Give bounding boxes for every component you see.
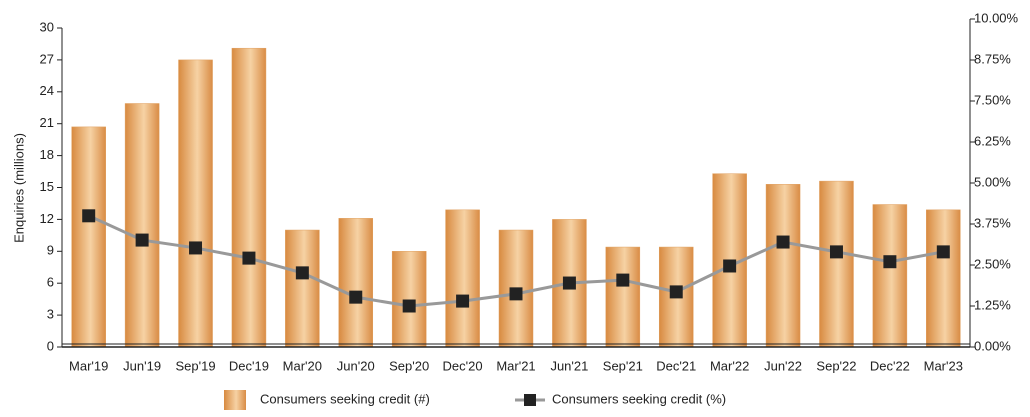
x-tick-label: Jun'20 (337, 358, 375, 373)
x-tick-label: Mar'22 (710, 358, 749, 373)
x-tick-label: Dec'20 (443, 358, 483, 373)
y2-tick-label: 5.00% (974, 174, 1011, 189)
bar (872, 204, 908, 348)
marker (829, 245, 843, 259)
y2-tick-label: 10.00% (974, 10, 1019, 25)
x-tick-label: Sep'19 (175, 358, 215, 373)
y-tick-label: 27 (40, 51, 54, 66)
x-tick-label: Dec'19 (229, 358, 269, 373)
x-tick-label: Mar'23 (924, 358, 963, 373)
x-tick-label: Sep'22 (816, 358, 856, 373)
y-tick-label: 6 (47, 275, 54, 290)
marker (723, 259, 737, 273)
bar (605, 246, 641, 348)
marker (82, 209, 96, 223)
marker (402, 299, 416, 313)
y2-tick-label: 3.75% (974, 215, 1011, 230)
y2-tick-label: 2.50% (974, 256, 1011, 271)
bar (124, 103, 160, 348)
y2-tick-label: 6.25% (974, 133, 1011, 148)
marker (189, 241, 203, 255)
marker (936, 245, 950, 259)
marker (616, 273, 630, 287)
x-tick-label: Jun'21 (550, 358, 588, 373)
y-tick-label: 0 (47, 338, 54, 353)
legend-label: Consumers seeking credit (#) (260, 391, 430, 406)
legend-marker (524, 394, 536, 406)
bar (391, 251, 427, 348)
marker (776, 235, 790, 249)
marker (509, 287, 523, 301)
y-tick-label: 3 (47, 307, 54, 322)
y-tick-label: 24 (40, 83, 54, 98)
y-tick-label: 18 (40, 147, 54, 162)
bar (71, 126, 106, 348)
x-tick-label: Jun'22 (764, 358, 802, 373)
marker (883, 255, 897, 269)
y2-tick-label: 8.75% (974, 51, 1011, 66)
marker (135, 233, 149, 247)
legend-label: Consumers seeking credit (%) (552, 391, 726, 406)
y-tick-label: 30 (40, 19, 54, 34)
y2-tick-label: 7.50% (974, 92, 1011, 107)
x-tick-label: Dec'22 (870, 358, 910, 373)
bar (231, 47, 267, 348)
bar (338, 218, 374, 348)
bar (819, 180, 854, 348)
marker (562, 276, 576, 290)
bar (178, 59, 213, 348)
bar (445, 209, 480, 348)
y-tick-label: 12 (40, 211, 54, 226)
bar (285, 229, 320, 348)
x-tick-label: Mar'21 (496, 358, 535, 373)
marker (349, 290, 363, 304)
x-tick-label: Mar'19 (69, 358, 108, 373)
x-tick-label: Jun'19 (123, 358, 161, 373)
y-axis-label: Enquiries (millions) (11, 133, 26, 243)
x-tick-label: Sep'21 (603, 358, 643, 373)
marker (669, 285, 683, 299)
y2-tick-label: 1.25% (974, 297, 1011, 312)
y-tick-label: 21 (40, 115, 54, 130)
x-tick-label: Sep'20 (389, 358, 429, 373)
marker (456, 294, 470, 308)
x-tick-label: Dec'21 (656, 358, 696, 373)
legend-swatch (224, 390, 246, 410)
bar (765, 184, 801, 348)
y-tick-label: 15 (40, 179, 54, 194)
x-tick-label: Mar'20 (283, 358, 322, 373)
marker (242, 251, 256, 265)
marker (295, 266, 309, 280)
y2-tick-label: 0.00% (974, 338, 1011, 353)
y-tick-label: 9 (47, 243, 54, 258)
bar (926, 209, 961, 348)
